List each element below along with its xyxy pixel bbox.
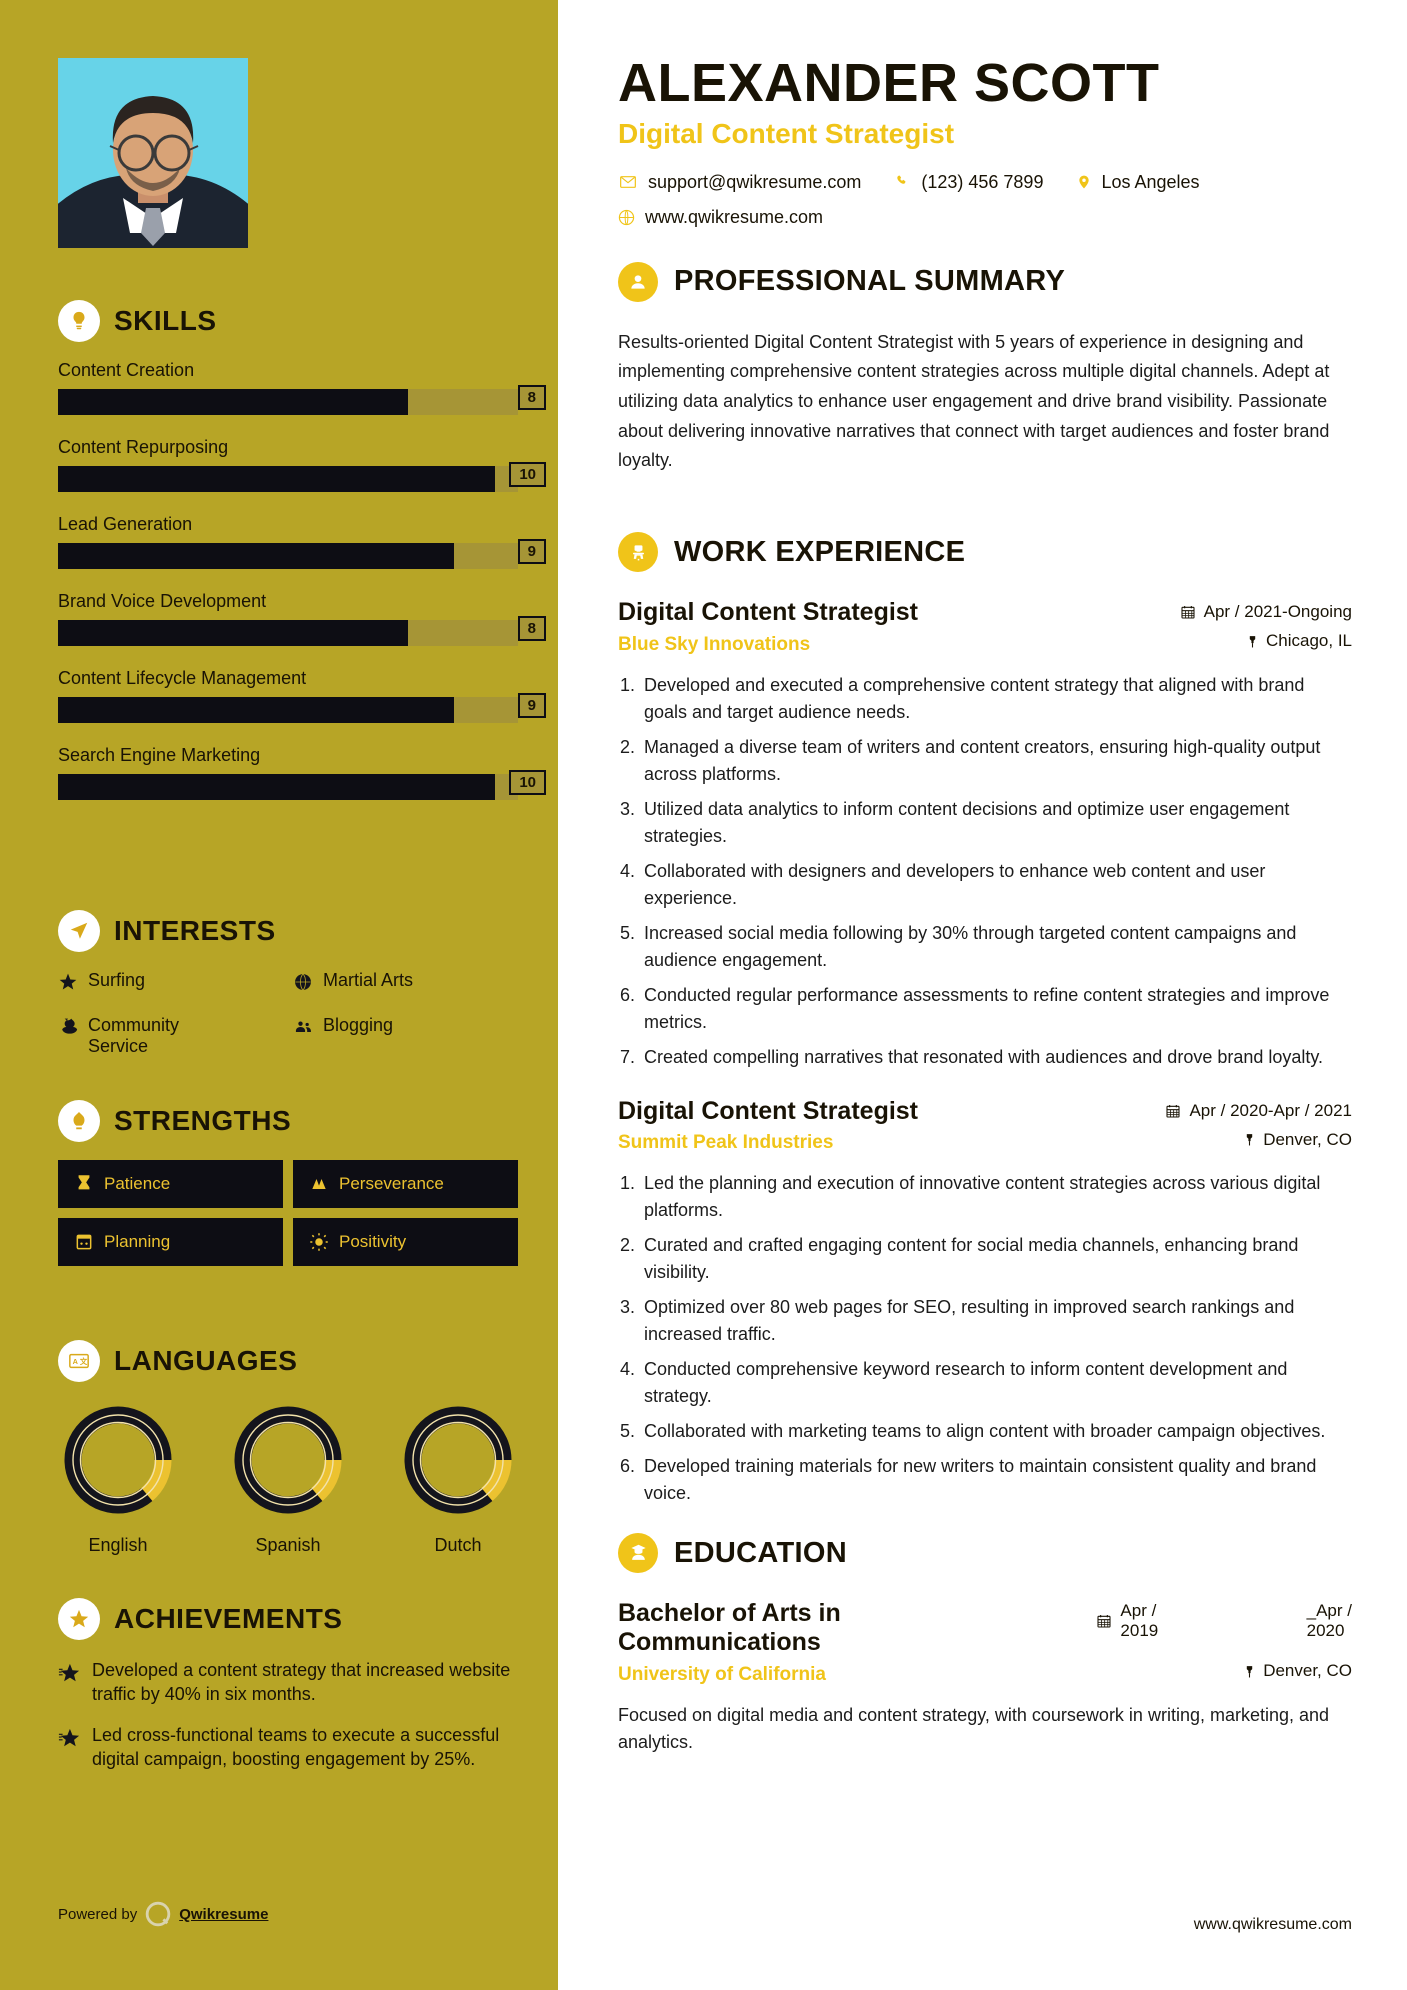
svg-text:A: A: [73, 1357, 79, 1366]
svg-text:文: 文: [79, 1357, 88, 1366]
